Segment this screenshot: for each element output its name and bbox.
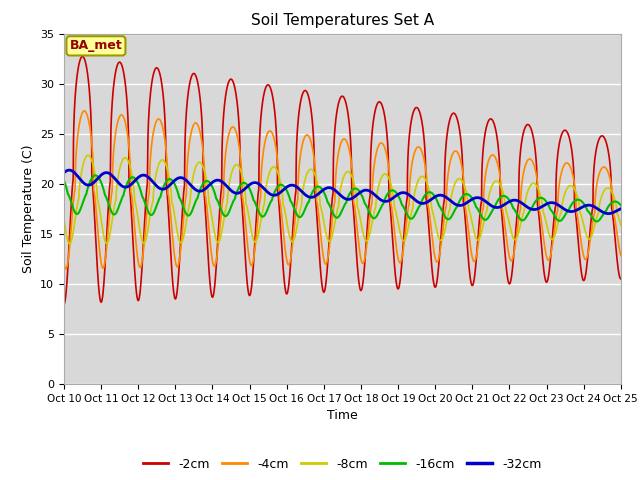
Y-axis label: Soil Temperature (C): Soil Temperature (C) bbox=[22, 144, 35, 273]
Legend: -2cm, -4cm, -8cm, -16cm, -32cm: -2cm, -4cm, -8cm, -16cm, -32cm bbox=[138, 453, 547, 476]
X-axis label: Time: Time bbox=[327, 409, 358, 422]
Title: Soil Temperatures Set A: Soil Temperatures Set A bbox=[251, 13, 434, 28]
Text: BA_met: BA_met bbox=[70, 39, 122, 52]
